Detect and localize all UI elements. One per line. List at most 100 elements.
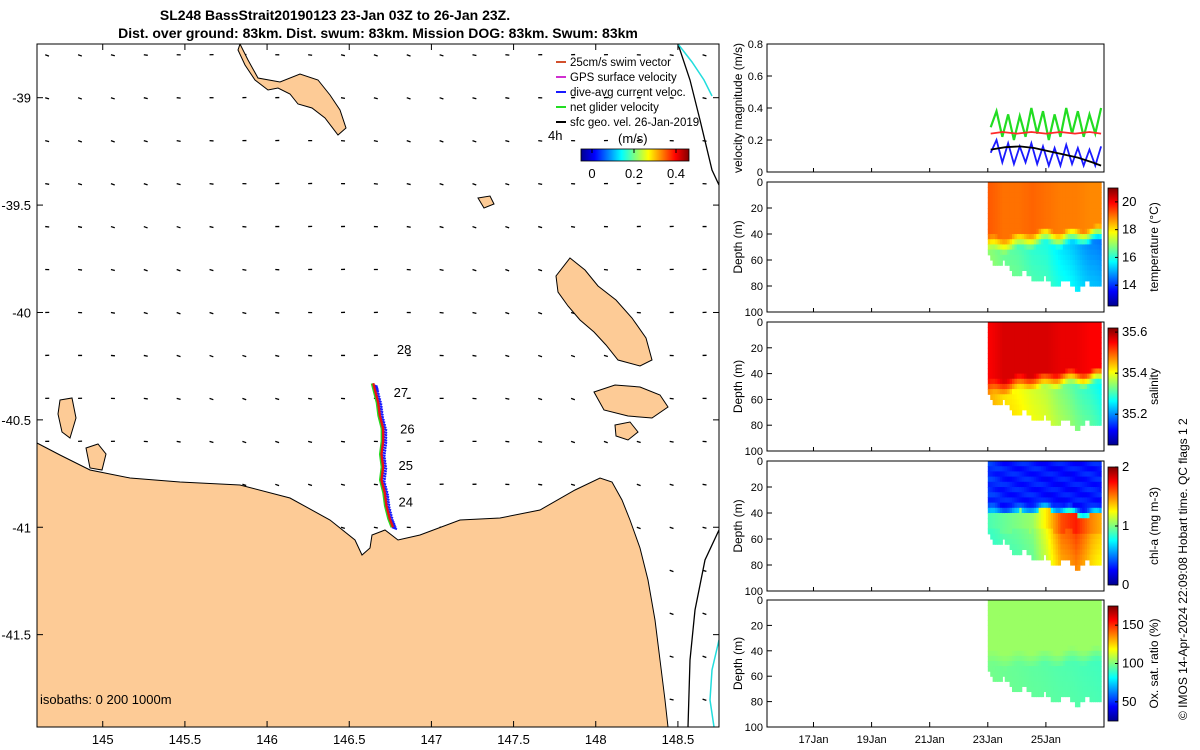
profile-cell bbox=[990, 615, 994, 621]
profile-cell bbox=[1012, 234, 1016, 240]
profile-cell bbox=[1099, 213, 1102, 219]
profile-cell bbox=[1043, 332, 1047, 339]
profile-cell bbox=[987, 352, 991, 359]
profile-cell bbox=[1036, 466, 1040, 472]
profile-cell bbox=[1019, 640, 1023, 647]
profile-cell bbox=[1012, 347, 1016, 354]
panel-y-tick-label: 0 bbox=[757, 317, 763, 329]
profile-cell bbox=[1089, 378, 1093, 385]
profile-cell bbox=[1036, 342, 1040, 349]
profile-cell bbox=[1045, 342, 1049, 349]
profile-cell bbox=[1091, 539, 1094, 545]
profile-cell bbox=[1089, 635, 1093, 642]
profile-cell bbox=[1077, 275, 1081, 282]
profile-cell bbox=[995, 466, 999, 472]
profile-cell bbox=[1095, 244, 1098, 251]
profile-cell bbox=[1041, 208, 1045, 214]
profile-cell bbox=[1033, 352, 1037, 359]
profile-cell bbox=[1062, 260, 1066, 266]
profile-cell bbox=[1060, 507, 1064, 514]
map-x-tick-label: 147 bbox=[421, 732, 443, 747]
profile-cell bbox=[1024, 492, 1028, 498]
profile-cell bbox=[1077, 554, 1081, 561]
profile-cell bbox=[1084, 476, 1088, 483]
profile-cell bbox=[1041, 352, 1045, 359]
profile-cell bbox=[1087, 610, 1091, 616]
profile-cell bbox=[1031, 394, 1035, 400]
profile-cell bbox=[1002, 368, 1006, 375]
profile-cell bbox=[987, 523, 991, 530]
profile-cell bbox=[1055, 461, 1059, 467]
profile-cell bbox=[1009, 625, 1013, 632]
profile-cell bbox=[999, 249, 1003, 256]
profile-cell bbox=[1048, 352, 1052, 359]
profile-cell bbox=[1097, 686, 1100, 693]
profile-cell bbox=[1097, 507, 1100, 514]
profile-cell bbox=[1093, 322, 1096, 328]
profile-cell bbox=[1070, 342, 1074, 349]
profile-cell bbox=[1002, 383, 1006, 390]
profile-cell bbox=[1084, 481, 1088, 488]
profile-cell bbox=[1009, 518, 1013, 524]
profile-cell bbox=[995, 368, 999, 375]
profile-cell bbox=[1026, 625, 1030, 632]
profile-cell bbox=[1045, 466, 1049, 472]
profile-cell bbox=[1062, 208, 1066, 214]
profile-cell bbox=[1079, 332, 1083, 339]
profile-cell bbox=[1055, 502, 1059, 509]
profile-cell bbox=[1089, 523, 1093, 530]
profile-cell bbox=[1028, 332, 1032, 339]
profile-cell bbox=[999, 655, 1003, 662]
profile-cell bbox=[1091, 394, 1094, 400]
profile-cell bbox=[1048, 322, 1052, 328]
profile-cell bbox=[1024, 645, 1028, 652]
profile-cell bbox=[1074, 600, 1078, 606]
profile-cell bbox=[1053, 600, 1057, 606]
current-vector bbox=[702, 698, 707, 701]
profile-cell bbox=[1009, 208, 1013, 214]
profile-cell bbox=[1021, 192, 1025, 199]
profile-cell bbox=[1038, 260, 1042, 266]
profile-cell bbox=[1024, 394, 1028, 400]
profile-cell bbox=[999, 513, 1003, 519]
profile-cell bbox=[1067, 615, 1071, 621]
profile-cell bbox=[1082, 533, 1086, 540]
profile-cell bbox=[1091, 322, 1094, 328]
profile-cell bbox=[1016, 615, 1020, 621]
profile-cell bbox=[1082, 409, 1086, 416]
profile-cell bbox=[1045, 528, 1049, 535]
profile-cell bbox=[1093, 492, 1096, 498]
profile-cell bbox=[1074, 286, 1078, 292]
profile-cell bbox=[1099, 414, 1102, 421]
profile-cell bbox=[1007, 368, 1011, 375]
profile-cell bbox=[1009, 513, 1013, 519]
profile-cell bbox=[987, 342, 991, 349]
profile-cell bbox=[1087, 378, 1091, 385]
profile-cell bbox=[1097, 254, 1100, 261]
clarke-island-land bbox=[614, 421, 639, 441]
profile-cell bbox=[1093, 239, 1096, 245]
profile-cell bbox=[1060, 363, 1064, 370]
profile-cell bbox=[1024, 660, 1028, 667]
profile-cell bbox=[1079, 394, 1083, 400]
profile-cell bbox=[1045, 497, 1049, 504]
profile-cell bbox=[1016, 502, 1020, 509]
profile-cell bbox=[995, 244, 999, 251]
profile-cell bbox=[990, 600, 994, 606]
profile-cell bbox=[1089, 660, 1093, 667]
profile-cell bbox=[1074, 605, 1078, 611]
profile-cell bbox=[1038, 409, 1042, 416]
time-x-tick-label: 17Jan bbox=[798, 734, 828, 746]
profile-cell bbox=[1050, 544, 1054, 550]
profile-cell bbox=[1095, 533, 1098, 540]
profile-cell bbox=[1082, 352, 1086, 359]
profile-cell bbox=[1031, 270, 1035, 277]
profile-cell bbox=[1055, 676, 1059, 682]
profile-cell bbox=[997, 187, 1001, 193]
profile-cell bbox=[1041, 363, 1045, 370]
current-vector bbox=[143, 311, 148, 315]
profile-cell bbox=[1019, 187, 1023, 193]
profile-cell bbox=[1077, 696, 1081, 703]
profile-cell bbox=[997, 234, 1001, 240]
profile-cell bbox=[1065, 554, 1069, 561]
